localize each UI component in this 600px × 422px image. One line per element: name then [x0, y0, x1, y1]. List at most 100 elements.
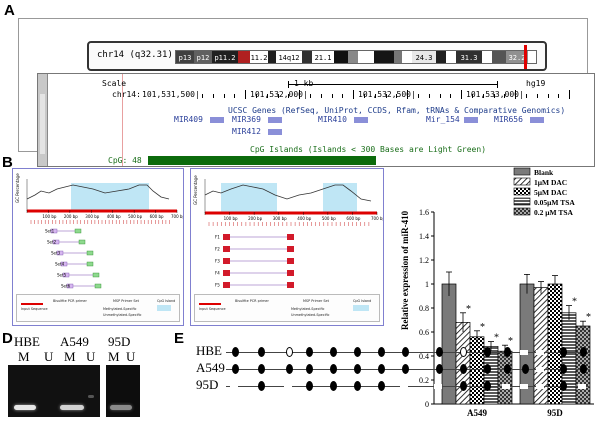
band-light-5	[528, 51, 536, 63]
highlight-line	[122, 74, 123, 166]
panel-label-b: B	[2, 154, 13, 171]
gene-mir412[interactable]	[268, 129, 282, 135]
gel-band-a549-u	[88, 395, 94, 398]
cpg-methylated-dot	[232, 347, 239, 357]
legend-swatch	[513, 167, 531, 176]
cpg-methylated-dot	[460, 381, 467, 391]
legend-label: 1μM DAC	[534, 178, 567, 187]
ruler-tick	[504, 94, 506, 98]
legend-cpg-swatch	[157, 305, 171, 311]
gene-mir409[interactable]	[210, 117, 224, 123]
legend-swatch	[513, 207, 531, 216]
x-tick-label: 400 bp	[107, 214, 121, 219]
ruler-tick	[407, 90, 409, 99]
gene-mir369[interactable]	[268, 117, 282, 123]
ruler-tick	[374, 94, 376, 98]
y-tick-label: 0.2	[419, 376, 429, 385]
cpg-site-gap	[578, 384, 586, 389]
legend-cpg-swatch	[353, 305, 369, 311]
primer-reverse	[287, 282, 294, 288]
primer-set-label: Set6	[61, 284, 71, 289]
band-p11-2: p11.2	[212, 51, 238, 63]
panel-label-a: A	[4, 2, 15, 19]
ruler-tick	[212, 94, 214, 98]
x-tick-label: 200 bp	[248, 216, 262, 221]
ruler-tick	[256, 94, 257, 98]
gene-mir410[interactable]	[354, 117, 368, 123]
chart-axes: 0 0.2 0.4 0.6 0.8 1 1.2 1.4 1.6 A549 95D	[419, 208, 594, 418]
primer-sets: F1 F2 F3 F4 F5	[215, 234, 294, 288]
cpg-methylated-dot	[484, 364, 491, 374]
cpg-methylated-dot	[560, 381, 567, 391]
cpg-unmethylated-dot	[460, 347, 467, 357]
cpg-methylated-dot	[330, 364, 337, 374]
ruler-tick	[493, 94, 495, 98]
cpg-methylated-dot	[306, 364, 313, 374]
position-tick-label: 101,533,000|	[466, 90, 524, 99]
primer-set-label: F5	[215, 283, 220, 288]
primer-reverse	[287, 270, 294, 276]
band-14q12: 14q12	[276, 51, 302, 63]
y-tick-label: 1.4	[419, 232, 429, 241]
band-gray-1	[348, 51, 358, 63]
significance-marker: *	[586, 312, 591, 323]
cpg-methylated-dot	[330, 347, 337, 357]
ruler-tick	[450, 94, 452, 98]
x-tick-label: 300 bp	[273, 216, 287, 221]
cpg-methylated-dot	[460, 364, 467, 374]
primer-set-label: Set2	[47, 240, 57, 245]
gene-mir656[interactable]	[530, 117, 544, 123]
scale-label: Scale	[102, 79, 127, 88]
cpg-methylated-dot	[354, 347, 361, 357]
cpg-site-gap	[520, 350, 528, 355]
legend-label: 0.2 μM TSA	[534, 208, 573, 217]
cpg-methylated-dot	[504, 364, 511, 374]
cpg-island-bar[interactable]	[148, 156, 376, 165]
legend-cpg-label: CpG Island	[157, 299, 176, 303]
track-handle[interactable]	[38, 74, 48, 166]
primer-sets: Set1 Set2 Set3 Set4 Set5 Set6	[45, 229, 102, 289]
cpg-site-gap	[400, 384, 408, 389]
ideogram-strip: p13 p12 p11.2 11.2 14q12 21.1 24.3 31.3 …	[175, 50, 537, 64]
ruler-tick	[418, 94, 419, 98]
primer-set-label: Set4	[55, 262, 65, 267]
ruler-tick	[482, 94, 484, 98]
band-dark-4	[374, 51, 394, 63]
legend-b: Input Sequence Bisulfite PCR primer MSP …	[16, 294, 180, 322]
cpg-methylated-dot	[402, 364, 409, 374]
primer-reverse	[86, 250, 94, 256]
lane-label: M	[64, 349, 76, 364]
ruler-tick	[536, 94, 538, 98]
cpg-island-label: CpG: 48	[108, 156, 142, 165]
x-ticks: 100 bp 200 bp 300 bp 400 bp 500 bp 600 bp 700 …	[26, 210, 183, 224]
chromosome-ideogram: chr14 (q32.31) p13 p12 p11.2 11.2 14q12 …	[87, 41, 547, 71]
ruler-tick	[266, 94, 268, 98]
ruler-tick	[461, 90, 463, 99]
legend-label: 5μM DAC	[534, 188, 567, 197]
lane-label: U	[126, 349, 136, 364]
chromosome-label: chr14 (q32.31)	[97, 50, 173, 60]
ruler-tick	[439, 94, 441, 98]
ruler-tick	[353, 90, 355, 99]
centromere	[238, 51, 250, 63]
gene-mir154[interactable]	[464, 117, 478, 123]
x-tick-label: 400 bp	[297, 216, 311, 221]
chr-position-label: chr14:	[112, 90, 141, 99]
cpg-methylated-dot	[580, 364, 587, 374]
y-tick-label: 0.4	[419, 352, 429, 361]
y-axis-label: Relative expression of miR-410	[400, 210, 410, 330]
cpg-methylated-dot	[580, 347, 587, 357]
x-tick-label: 500 bp	[128, 214, 142, 219]
band-light-4	[482, 51, 492, 63]
primer-reverse	[78, 239, 86, 245]
gene-label-mir154: Mir_154	[426, 115, 460, 124]
ruler-tick	[364, 94, 365, 98]
cpg-methylated-dot	[402, 347, 409, 357]
primer-set-label: F1	[215, 235, 220, 240]
lane-label: U	[44, 349, 54, 364]
ruler-tick	[472, 94, 473, 98]
x-ticks: 100 bp 200 bp 300 bp 400 bp 500 bp 600 bp 700 …	[204, 212, 383, 226]
legend-unmeth-label: Unmethylated-Specific	[291, 313, 330, 317]
gene-label-mir412: MIR412	[232, 127, 261, 136]
